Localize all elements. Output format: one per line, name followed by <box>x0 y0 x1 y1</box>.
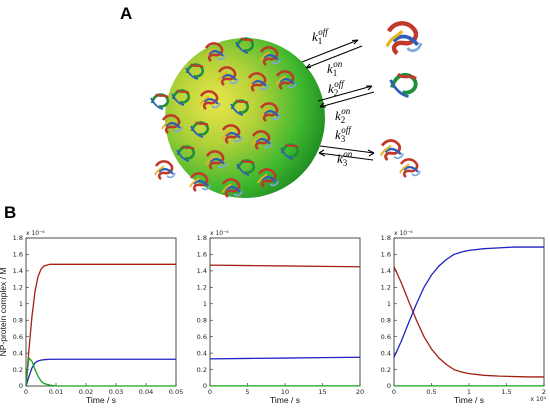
y-axis-label: NP-protein complex / M <box>0 268 8 357</box>
free-protein-1-icon <box>387 23 421 53</box>
y-tick-label: 0.6 <box>197 333 207 341</box>
x-multiplier: x 10⁴ <box>531 396 547 403</box>
rate-k2-on: k2on <box>335 106 351 125</box>
y-multiplier: x 10⁻⁶ <box>394 230 413 237</box>
x-tick-label: 0.02 <box>79 388 93 396</box>
y-tick-label: 0.6 <box>381 333 391 341</box>
x-axis-label: Time / s <box>270 395 300 405</box>
plot-frame <box>25 237 177 387</box>
x-tick-label: 2 <box>542 388 546 396</box>
nanoparticle-sphere-icon <box>165 38 325 198</box>
rate-k2-off: k2off <box>328 79 345 98</box>
rate-k3-off: k3off <box>335 125 352 144</box>
rate-k1-off: k1off <box>312 27 329 46</box>
y-tick-label: 0.4 <box>197 349 207 357</box>
equilibrium-arrows <box>301 39 375 161</box>
rate-k3-on: k3on <box>337 149 353 168</box>
y-tick-label: 1.2 <box>13 284 23 292</box>
y-tick-label: 1.8 <box>13 234 23 242</box>
x-tick-label: 0.03 <box>109 388 123 396</box>
x-tick-label: 0 <box>24 388 28 396</box>
y-tick-label: 0.2 <box>381 366 391 374</box>
plot-frame <box>393 237 545 387</box>
x-tick-label: 1 <box>467 388 471 396</box>
y-tick-label: 1.4 <box>197 267 207 275</box>
y-tick-label: 1.2 <box>197 284 207 292</box>
x-tick-label: 20 <box>356 388 364 396</box>
y-tick-label: 0.6 <box>13 333 23 341</box>
y-tick-label: 1 <box>203 300 207 308</box>
y-tick-label: 0 <box>19 382 23 390</box>
x-tick-label: 10 <box>281 388 289 396</box>
y-tick-label: 0 <box>387 382 391 390</box>
y-tick-label: 0.4 <box>381 349 391 357</box>
y-tick-label: 0.8 <box>197 316 207 324</box>
free-protein-2-icon <box>388 72 418 99</box>
y-tick-label: 0.8 <box>381 316 391 324</box>
free-protein-3-icon <box>379 139 422 179</box>
chart-3: 0 0.5 1 1.5 2 0 0.2 0.4 0.6 0.8 1 1.2 1.4 1.6 1.8x 10⁻… <box>381 230 547 405</box>
x-axis-label: Time / s <box>86 395 116 405</box>
x-tick-label: 0 <box>392 388 396 396</box>
y-tick-label: 0.2 <box>197 366 207 374</box>
y-tick-label: 1.8 <box>197 234 207 242</box>
series-line-2 <box>25 358 176 387</box>
x-tick-label: 0.05 <box>169 388 183 396</box>
y-tick-label: 1.6 <box>13 251 23 259</box>
series-line-3 <box>25 356 176 387</box>
panel-label-a: A <box>120 4 133 23</box>
series-line-2 <box>209 356 361 360</box>
x-axis-label: Time / s <box>454 395 484 405</box>
series-line-1 <box>25 263 176 387</box>
y-multiplier: x 10⁻⁶ <box>210 230 229 237</box>
x-tick-label: 0.01 <box>49 388 63 396</box>
x-tick-label: 15 <box>318 388 326 396</box>
y-tick-label: 1.4 <box>381 267 391 275</box>
y-tick-label: 1.8 <box>381 234 391 242</box>
chart-1: 0 0.01 0.02 0.03 0.04 0.05 0 0.2 0.4 0.6 0.8 1 1.2 1.… <box>0 230 183 405</box>
y-tick-label: 1 <box>387 300 391 308</box>
series-line-2 <box>393 246 544 358</box>
x-tick-label: 0.5 <box>426 388 436 396</box>
panel-label-b: B <box>4 203 17 222</box>
y-tick-label: 1.4 <box>13 267 23 275</box>
y-tick-label: 1.6 <box>381 251 391 259</box>
x-tick-label: 5 <box>245 388 249 396</box>
y-tick-label: 0 <box>203 382 207 390</box>
x-tick-label: 1.5 <box>501 388 511 396</box>
y-tick-label: 0.2 <box>13 366 23 374</box>
y-tick-label: 1.2 <box>381 284 391 292</box>
y-tick-label: 1.6 <box>197 251 207 259</box>
y-tick-label: 1 <box>19 300 23 308</box>
x-tick-label: 0.04 <box>139 388 153 396</box>
y-tick-label: 0.4 <box>13 349 23 357</box>
plot-frame <box>209 237 361 387</box>
series-line-1 <box>209 264 361 268</box>
y-multiplier: x 10⁻⁶ <box>26 230 45 237</box>
x-tick-label: 0 <box>208 388 212 396</box>
chart-2: 0 5 10 15 20 0 0.2 0.4 0.6 0.8 1 1.2 1.4 1.6 1.8x 10⁻⁶… <box>197 230 364 405</box>
rate-k1-on: k1on <box>327 59 343 78</box>
y-tick-label: 0.8 <box>13 316 23 324</box>
